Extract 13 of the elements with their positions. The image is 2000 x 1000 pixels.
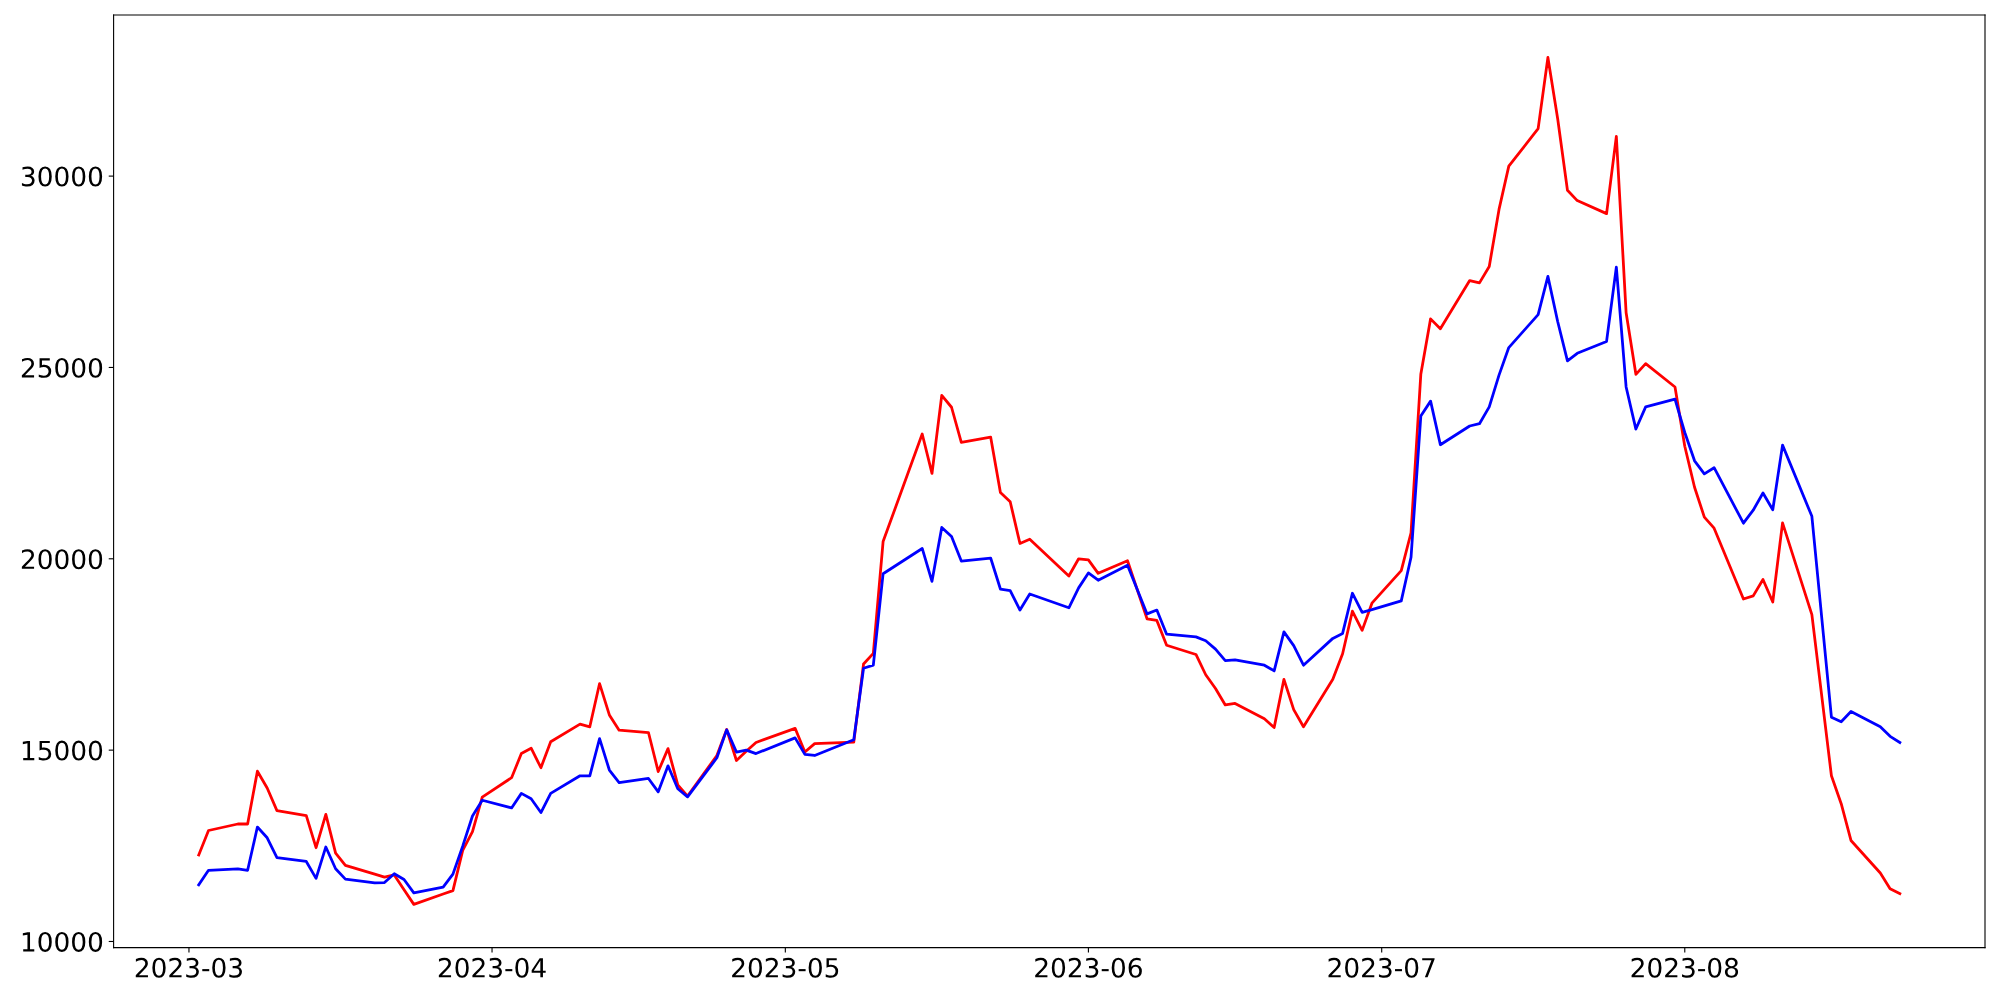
y-tick-label: 10000 (22, 931, 103, 952)
y-tick-label: 25000 (21, 357, 103, 378)
x-tick-label: 2023-06 (1035, 957, 1142, 978)
y-tick-label: 30000 (21, 166, 103, 187)
x-tick-label: 2023-05 (732, 957, 839, 978)
x-tick-label: 2023-04 (438, 957, 546, 978)
x-tick-label: 2023-07 (1328, 957, 1435, 978)
y-tick-label: 20000 (21, 549, 103, 570)
x-tick-label: 2023-08 (1631, 957, 1739, 978)
x-tick-label: 2023-03 (135, 957, 242, 978)
line-series (197, 56, 1902, 906)
line-series (197, 265, 1902, 895)
y-tick-label: 15000 (22, 740, 103, 761)
